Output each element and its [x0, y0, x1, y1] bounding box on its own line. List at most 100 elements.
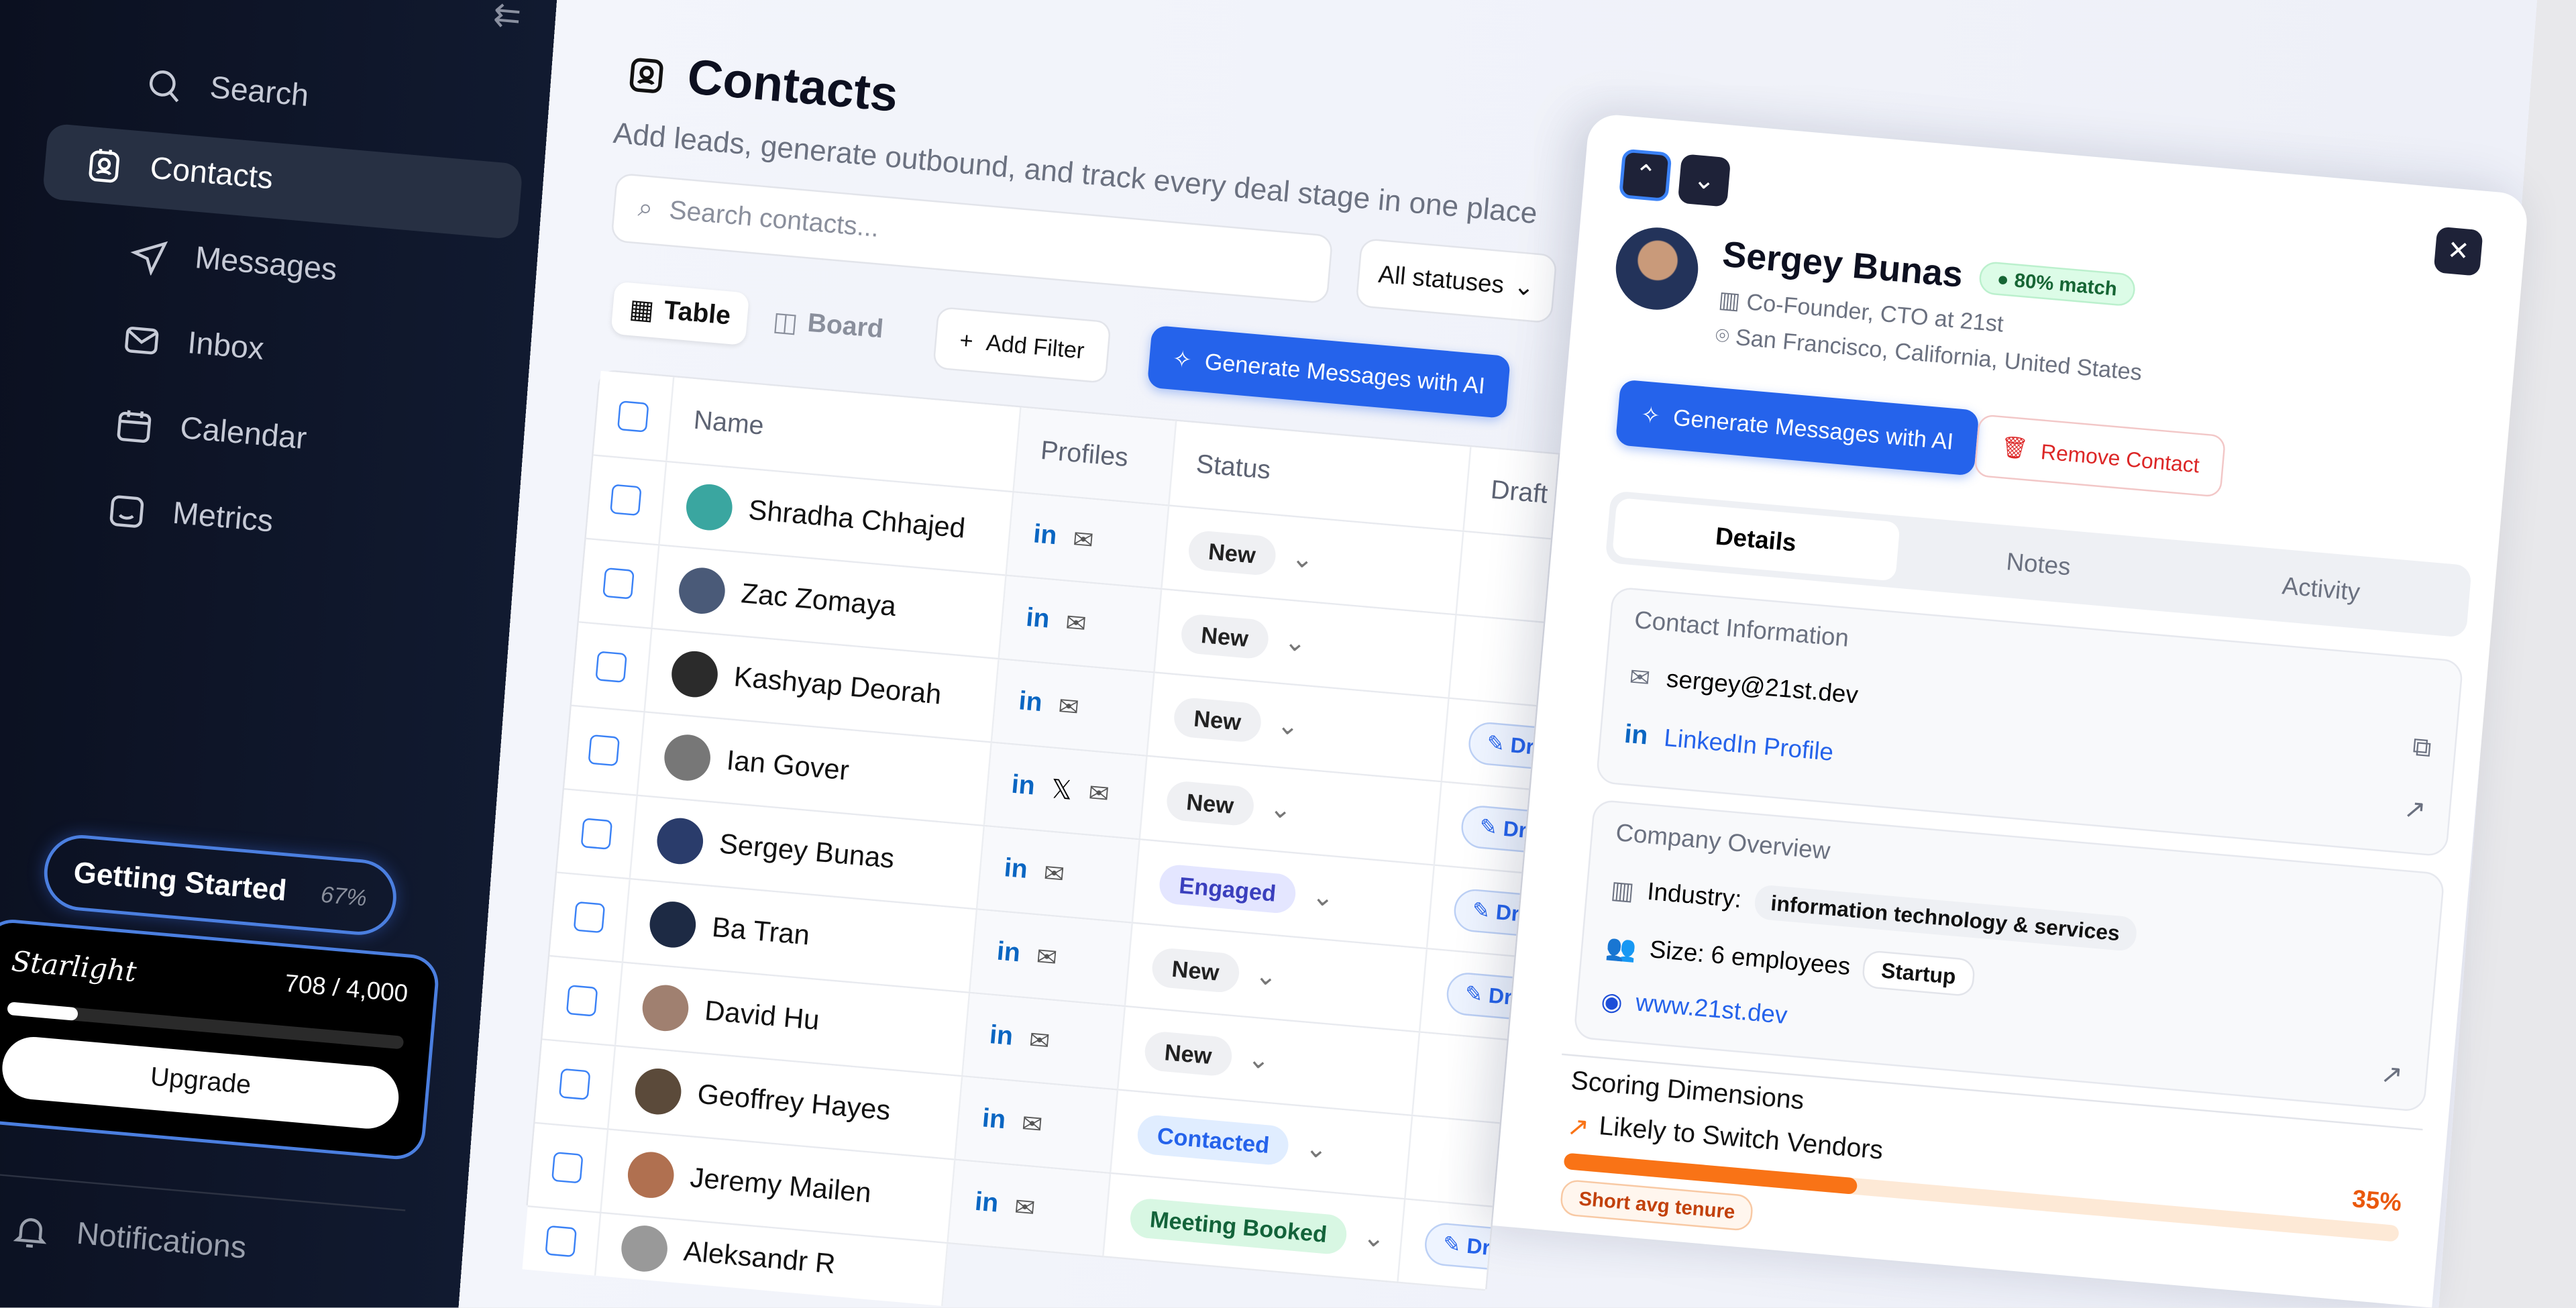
row-checkbox[interactable] — [610, 484, 642, 516]
draft-button[interactable]: ✎ Draft — [1466, 720, 1536, 773]
tab-board[interactable]: ◫ Board — [754, 294, 902, 359]
website-link[interactable]: ◉ www.21st.dev — [1600, 986, 1788, 1032]
add-filter-button[interactable]: + Add Filter — [932, 306, 1112, 384]
row-checkbox[interactable] — [580, 818, 613, 850]
chevron-down-icon[interactable]: ⌄ — [1361, 1224, 1387, 1254]
contact-name[interactable]: Ba Tran — [710, 912, 811, 952]
close-button[interactable]: ✕ — [2433, 226, 2483, 276]
detail-generate-messages-button[interactable]: ✧ Generate Messages with AI — [1615, 379, 1980, 476]
draft-button[interactable]: ✎ Draft — [1452, 887, 1522, 940]
row-checkbox[interactable] — [558, 1068, 591, 1101]
upgrade-button[interactable]: Upgrade — [0, 1034, 402, 1132]
external-link-icon[interactable]: ↗ — [2379, 1060, 2404, 1091]
contact-name[interactable]: Aleksandr R — [682, 1236, 837, 1280]
mail-icon[interactable]: ✉ — [1020, 1110, 1044, 1140]
search-icon: ⌕ — [637, 194, 654, 224]
linkedin-icon[interactable]: in — [973, 1188, 1000, 1219]
mail-icon[interactable]: ✉ — [1071, 526, 1095, 556]
linkedin-icon[interactable]: in — [988, 1022, 1014, 1052]
column-header-profiles[interactable]: Profiles — [1014, 407, 1177, 505]
tab-activity[interactable]: Activity — [2177, 547, 2465, 631]
row-checkbox[interactable] — [573, 901, 606, 934]
linkedin-icon[interactable]: in — [996, 938, 1022, 969]
chevron-down-icon[interactable]: ⌄ — [1303, 1135, 1329, 1165]
status-badge[interactable]: Engaged — [1158, 863, 1297, 915]
match-badge: ● 80% match — [1977, 260, 2137, 307]
sidebar-item-label: Contacts — [148, 152, 274, 197]
sidebar-item-contacts[interactable]: Contacts — [42, 123, 523, 240]
mail-icon[interactable]: ✉ — [1057, 693, 1081, 723]
select-all-checkbox[interactable] — [616, 399, 649, 432]
chevron-down-icon[interactable]: ⌄ — [1310, 883, 1336, 914]
getting-started-button[interactable]: Getting Started 67% — [41, 832, 400, 938]
chevron-down-icon[interactable]: ⌄ — [1290, 545, 1315, 576]
linkedin-icon[interactable]: in — [981, 1105, 1007, 1136]
getting-started-label: Getting Started — [72, 855, 288, 907]
mail-icon[interactable]: ✉ — [1035, 943, 1059, 973]
contact-name[interactable]: Sergey Bunas — [718, 828, 896, 875]
tab-table[interactable]: ▦ Table — [610, 281, 749, 346]
previous-contact-button[interactable]: ⌃ — [1618, 148, 1672, 203]
chevron-down-icon[interactable]: ⌄ — [1283, 629, 1307, 659]
linkedin-icon[interactable]: in — [1003, 855, 1029, 885]
status-badge[interactable]: New — [1172, 696, 1263, 744]
collapse-sidebar-icon[interactable]: ⇇ — [492, 0, 523, 36]
status-badge[interactable]: Contacted — [1136, 1113, 1291, 1166]
status-badge[interactable]: New — [1187, 529, 1277, 577]
chevron-down-icon[interactable]: ⌄ — [1268, 795, 1293, 826]
mail-icon[interactable]: ✉ — [1087, 779, 1111, 810]
sidebar-item-inbox[interactable]: Inbox — [66, 296, 515, 411]
status-badge[interactable]: Meeting Booked — [1128, 1197, 1348, 1256]
linkedin-icon[interactable]: in — [1017, 688, 1044, 718]
row-checkbox[interactable] — [602, 567, 635, 600]
sidebar-item-search[interactable]: Search — [89, 42, 537, 156]
sidebar-item-messages[interactable]: Messages — [74, 211, 523, 325]
generate-messages-button[interactable]: ✧ Generate Messages with AI — [1146, 325, 1511, 419]
plan-card: Starlight 708 / 4,000 Upgrade — [0, 917, 441, 1162]
linkedin-link[interactable]: in LinkedIn Profile — [1623, 721, 1835, 769]
next-contact-button[interactable]: ⌄ — [1677, 154, 1731, 207]
contact-name[interactable]: David Hu — [703, 995, 821, 1036]
draft-button[interactable]: ✎ Draft — [1445, 971, 1515, 1024]
column-header-draft[interactable]: Draft — [1464, 447, 1558, 540]
mail-icon[interactable]: ✉ — [1013, 1193, 1036, 1223]
contact-name[interactable]: Jeremy Mailen — [688, 1162, 873, 1209]
row-checkbox[interactable] — [588, 734, 621, 767]
external-link-icon[interactable]: ↗ — [2402, 796, 2427, 826]
linkedin-icon[interactable]: in — [1024, 604, 1051, 635]
contact-name[interactable]: Shradha Chhajed — [747, 494, 967, 545]
avatar — [647, 900, 698, 950]
chevron-down-icon: ⌄ — [1692, 166, 1717, 197]
chevron-down-icon[interactable]: ⌄ — [1275, 712, 1300, 742]
status-badge[interactable]: New — [1143, 1030, 1234, 1077]
mail-icon[interactable]: ✉ — [1064, 609, 1087, 639]
contact-name[interactable]: Kashyap Deorah — [733, 661, 943, 711]
contact-name[interactable]: Zac Zomaya — [740, 578, 898, 622]
status-badge[interactable]: New — [1150, 946, 1241, 994]
copy-icon[interactable]: ⧉ — [2411, 734, 2433, 764]
contact-name[interactable]: Geoffrey Hayes — [696, 1078, 892, 1127]
linkedin-icon[interactable]: in — [1032, 521, 1058, 551]
row-checkbox[interactable] — [566, 985, 598, 1017]
status-badge[interactable]: New — [1179, 612, 1270, 660]
draft-button[interactable]: ✎ Draft — [1423, 1221, 1493, 1274]
sidebar-item-notifications[interactable]: Notifications — [0, 1187, 404, 1301]
sidebar-item-metrics[interactable]: Metrics — [52, 467, 500, 581]
chevron-down-icon[interactable]: ⌄ — [1253, 962, 1279, 993]
contact-name[interactable]: Ian Gover — [725, 745, 851, 787]
tab-details[interactable]: Details — [1611, 497, 1900, 582]
sidebar-item-calendar[interactable]: Calendar — [59, 382, 508, 496]
status-filter-select[interactable]: All statuses ⌄ — [1355, 237, 1558, 324]
x-icon[interactable]: 𝕏 — [1049, 776, 1073, 806]
status-badge[interactable]: New — [1165, 779, 1255, 827]
mail-icon[interactable]: ✉ — [1028, 1026, 1051, 1056]
tab-notes[interactable]: Notes — [1894, 523, 2182, 606]
mail-icon[interactable]: ✉ — [1042, 859, 1066, 890]
row-checkbox[interactable] — [545, 1225, 578, 1258]
row-checkbox[interactable] — [595, 651, 627, 684]
draft-button[interactable]: ✎ Draft — [1459, 804, 1529, 857]
remove-contact-button[interactable]: 🗑 Remove Contact — [1974, 414, 2227, 498]
chevron-down-icon[interactable]: ⌄ — [1246, 1046, 1271, 1076]
linkedin-icon[interactable]: in — [1010, 771, 1036, 802]
row-checkbox[interactable] — [551, 1151, 584, 1184]
